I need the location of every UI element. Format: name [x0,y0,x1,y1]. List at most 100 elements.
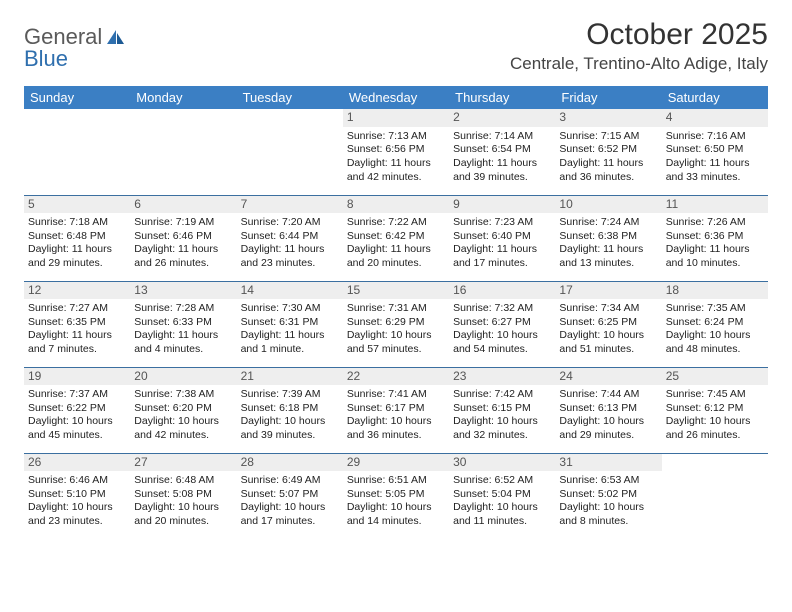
day-number: 8 [343,196,449,214]
daylight-text: Daylight: 10 hours and 57 minutes. [347,329,445,356]
sunrise-text: Sunrise: 7:22 AM [347,216,445,230]
daylight-text: Daylight: 10 hours and 26 minutes. [666,415,764,442]
day-details: Sunrise: 7:19 AMSunset: 6:46 PMDaylight:… [134,216,232,271]
day-details: Sunrise: 7:42 AMSunset: 6:15 PMDaylight:… [453,388,551,443]
sunrise-text: Sunrise: 6:52 AM [453,474,551,488]
calendar-cell: 13Sunrise: 7:28 AMSunset: 6:33 PMDayligh… [130,281,236,367]
day-number: 18 [662,282,768,300]
calendar-table: Sunday Monday Tuesday Wednesday Thursday… [24,86,768,539]
calendar-row: 19 Sunrise: 7:37 AMSunset: 6:22 PMDayligh… [24,367,768,453]
weekday-saturday: Saturday [662,86,768,109]
day-number: 29 [343,454,449,472]
calendar-cell: 28Sunrise: 6:49 AMSunset: 5:07 PMDayligh… [237,453,343,539]
daylight-text: Daylight: 11 hours and 7 minutes. [28,329,126,356]
weekday-wednesday: Wednesday [343,86,449,109]
day-details: Sunrise: 7:41 AMSunset: 6:17 PMDaylight:… [347,388,445,443]
day-details: Sunrise: 7:44 AMSunset: 6:13 PMDaylight:… [559,388,657,443]
calendar-cell: 16Sunrise: 7:32 AMSunset: 6:27 PMDayligh… [449,281,555,367]
sunset-text: Sunset: 6:48 PM [28,230,126,244]
day-details: Sunrise: 7:37 AMSunset: 6:22 PMDaylight:… [28,388,126,443]
day-details: Sunrise: 7:16 AMSunset: 6:50 PMDaylight:… [666,130,764,185]
sunrise-text: Sunrise: 7:30 AM [241,302,339,316]
calendar-cell: 11Sunrise: 7:26 AMSunset: 6:36 PMDayligh… [662,195,768,281]
day-number: 25 [662,368,768,386]
day-number: 19 [24,368,130,386]
calendar-cell: 15Sunrise: 7:31 AMSunset: 6:29 PMDayligh… [343,281,449,367]
sunrise-text: Sunrise: 6:51 AM [347,474,445,488]
calendar-row: 26Sunrise: 6:46 AMSunset: 5:10 PMDayligh… [24,453,768,539]
sunset-text: Sunset: 5:10 PM [28,488,126,502]
sunset-text: Sunset: 5:05 PM [347,488,445,502]
day-number: 30 [449,454,555,472]
day-number: 27 [130,454,236,472]
daylight-text: Daylight: 10 hours and 8 minutes. [559,501,657,528]
day-details: Sunrise: 7:22 AMSunset: 6:42 PMDaylight:… [347,216,445,271]
logo-sail-icon [106,28,126,46]
sunrise-text: Sunrise: 7:14 AM [453,130,551,144]
day-number: 14 [237,282,343,300]
day-details: Sunrise: 7:14 AMSunset: 6:54 PMDaylight:… [453,130,551,185]
calendar-cell: 22 Sunrise: 7:41 AMSunset: 6:17 PMDayligh… [343,367,449,453]
calendar-cell: 1 Sunrise: 7:13 AMSunset: 6:56 PMDaylight… [343,109,449,195]
day-number: 23 [449,368,555,386]
day-number: 21 [237,368,343,386]
month-title: October 2025 [510,18,768,52]
day-number: 17 [555,282,661,300]
daylight-text: Daylight: 10 hours and 20 minutes. [134,501,232,528]
daylight-text: Daylight: 10 hours and 36 minutes. [347,415,445,442]
calendar-cell: 20Sunrise: 7:38 AMSunset: 6:20 PMDayligh… [130,367,236,453]
day-details: Sunrise: 7:18 AMSunset: 6:48 PMDaylight:… [28,216,126,271]
day-number: 16 [449,282,555,300]
day-number: 1 [343,109,449,127]
sunrise-text: Sunrise: 7:31 AM [347,302,445,316]
calendar-cell: 21Sunrise: 7:39 AMSunset: 6:18 PMDayligh… [237,367,343,453]
calendar-row: 1 Sunrise: 7:13 AMSunset: 6:56 PMDaylight… [24,109,768,195]
calendar-cell: 19 Sunrise: 7:37 AMSunset: 6:22 PMDayligh… [24,367,130,453]
calendar-cell: 31Sunrise: 6:53 AMSunset: 5:02 PMDayligh… [555,453,661,539]
day-number: 11 [662,196,768,214]
day-number: 12 [24,282,130,300]
sunset-text: Sunset: 6:40 PM [453,230,551,244]
day-details: Sunrise: 7:28 AMSunset: 6:33 PMDaylight:… [134,302,232,357]
day-details: Sunrise: 6:48 AMSunset: 5:08 PMDaylight:… [134,474,232,529]
sunset-text: Sunset: 6:17 PM [347,402,445,416]
sunset-text: Sunset: 5:08 PM [134,488,232,502]
sunrise-text: Sunrise: 7:34 AM [559,302,657,316]
sunset-text: Sunset: 6:18 PM [241,402,339,416]
calendar-cell: 7Sunrise: 7:20 AMSunset: 6:44 PMDaylight… [237,195,343,281]
daylight-text: Daylight: 11 hours and 23 minutes. [241,243,339,270]
sunset-text: Sunset: 6:36 PM [666,230,764,244]
sunset-text: Sunset: 6:56 PM [347,143,445,157]
sunset-text: Sunset: 6:27 PM [453,316,551,330]
daylight-text: Daylight: 10 hours and 17 minutes. [241,501,339,528]
calendar-cell: 27 Sunrise: 6:48 AMSunset: 5:08 PMDayligh… [130,453,236,539]
sunset-text: Sunset: 6:38 PM [559,230,657,244]
daylight-text: Daylight: 11 hours and 42 minutes. [347,157,445,184]
daylight-text: Daylight: 11 hours and 26 minutes. [134,243,232,270]
sunrise-text: Sunrise: 7:18 AM [28,216,126,230]
sunset-text: Sunset: 6:24 PM [666,316,764,330]
calendar-cell: 10Sunrise: 7:24 AMSunset: 6:38 PMDayligh… [555,195,661,281]
daylight-text: Daylight: 10 hours and 14 minutes. [347,501,445,528]
sunrise-text: Sunrise: 7:19 AM [134,216,232,230]
day-details: Sunrise: 7:30 AMSunset: 6:31 PMDaylight:… [241,302,339,357]
title-block: October 2025 Centrale, Trentino-Alto Adi… [510,18,768,78]
daylight-text: Daylight: 10 hours and 39 minutes. [241,415,339,442]
day-details: Sunrise: 6:53 AMSunset: 5:02 PMDaylight:… [559,474,657,529]
sunset-text: Sunset: 6:50 PM [666,143,764,157]
day-number: 2 [449,109,555,127]
sunrise-text: Sunrise: 7:13 AM [347,130,445,144]
sunrise-text: Sunrise: 7:44 AM [559,388,657,402]
sunset-text: Sunset: 6:25 PM [559,316,657,330]
sunrise-text: Sunrise: 7:15 AM [559,130,657,144]
calendar-cell: 8 Sunrise: 7:22 AMSunset: 6:42 PMDaylight… [343,195,449,281]
sunrise-text: Sunrise: 7:23 AM [453,216,551,230]
day-number: 22 [343,368,449,386]
day-number: 24 [555,368,661,386]
sunset-text: Sunset: 6:46 PM [134,230,232,244]
calendar-cell: 12Sunrise: 7:27 AMSunset: 6:35 PMDayligh… [24,281,130,367]
day-number: 9 [449,196,555,214]
calendar-cell: 4Sunrise: 7:16 AMSunset: 6:50 PMDaylight… [662,109,768,195]
weekday-thursday: Thursday [449,86,555,109]
day-details: Sunrise: 7:13 AMSunset: 6:56 PMDaylight:… [347,130,445,185]
